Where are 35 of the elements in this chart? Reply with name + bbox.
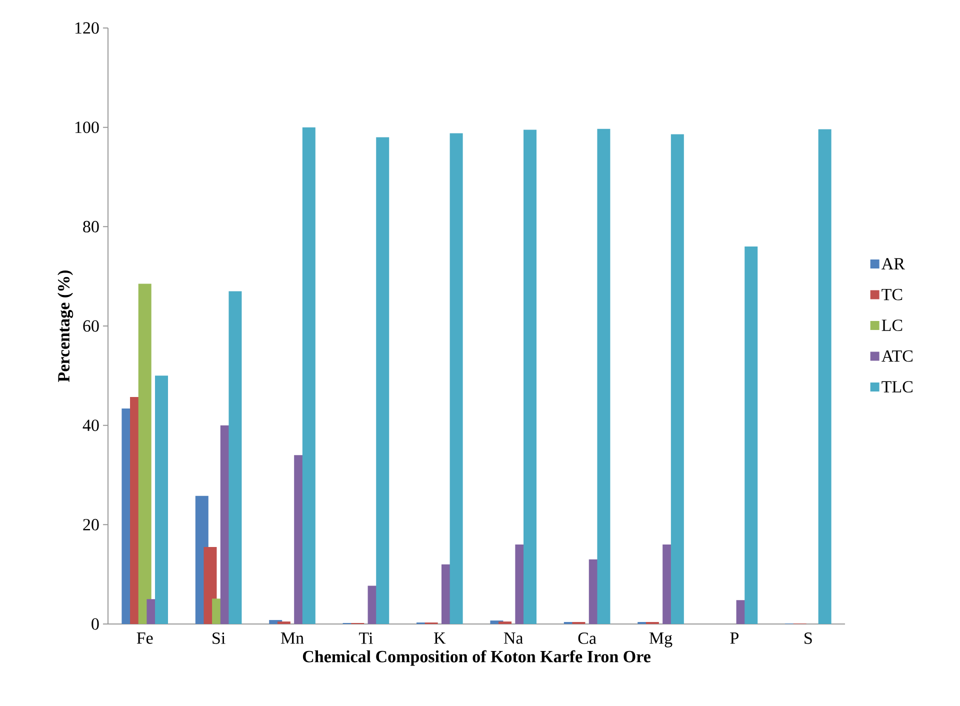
- bar: [302, 127, 316, 624]
- bar: [597, 128, 610, 624]
- y-axis-title: Percentage (%): [58, 270, 74, 382]
- y-tick-label: 120: [75, 22, 99, 34]
- y-tick-label: 0: [92, 618, 99, 630]
- legend-label: LC: [882, 320, 902, 332]
- legend-label: TLC: [882, 381, 912, 393]
- x-tick-label: K: [434, 632, 446, 644]
- x-tick-label: S: [804, 632, 812, 644]
- bar: [376, 137, 390, 624]
- bar: [228, 291, 242, 624]
- y-tick-label: 40: [82, 420, 99, 432]
- x-tick-label: Mg: [649, 632, 672, 648]
- x-tick-label: Na: [504, 632, 524, 644]
- x-tick-label: Mn: [280, 632, 304, 644]
- x-tick-label: P: [730, 632, 738, 644]
- bar: [524, 130, 537, 624]
- x-tick-label: Ti: [359, 632, 373, 644]
- x-axis-title: Chemical Composition of Koton Karfe Iron Ore: [302, 650, 650, 666]
- legend-label: ATC: [881, 350, 913, 362]
- bar: [670, 134, 684, 624]
- bar: [138, 284, 152, 624]
- y-tick-label: 80: [83, 220, 99, 232]
- x-tick-label: Si: [212, 632, 226, 644]
- bar: [818, 129, 832, 624]
- y-tick-label: 20: [83, 518, 99, 530]
- bar: [450, 133, 463, 624]
- legend-label: AR: [881, 258, 905, 270]
- bar: [744, 246, 758, 624]
- y-tick-label: 100: [75, 122, 99, 134]
- x-tick-label: Ca: [578, 632, 596, 644]
- y-tick-label: 60: [83, 320, 99, 332]
- bar: [155, 376, 168, 624]
- x-tick-label: Fe: [136, 632, 153, 644]
- legend-label: TC: [882, 288, 902, 300]
